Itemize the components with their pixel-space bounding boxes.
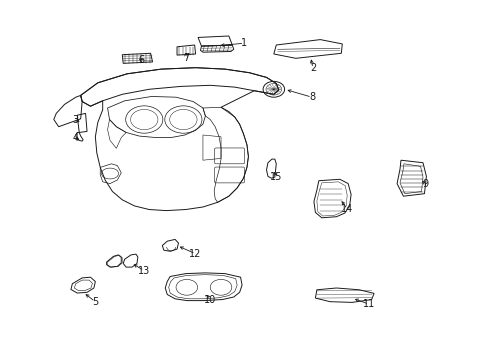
Text: 2: 2 <box>309 63 315 73</box>
Text: 1: 1 <box>241 38 247 48</box>
Text: 10: 10 <box>203 294 216 305</box>
Text: 15: 15 <box>269 172 282 182</box>
Text: 9: 9 <box>422 179 427 189</box>
Text: 5: 5 <box>92 297 98 307</box>
Text: 6: 6 <box>139 55 144 66</box>
Text: 4: 4 <box>73 132 79 143</box>
Text: 11: 11 <box>362 299 375 309</box>
Text: 3: 3 <box>73 114 79 125</box>
Text: 12: 12 <box>189 249 202 259</box>
Text: 8: 8 <box>308 92 314 102</box>
Text: 7: 7 <box>183 53 188 63</box>
Text: 13: 13 <box>138 266 150 276</box>
Text: 14: 14 <box>340 204 353 214</box>
